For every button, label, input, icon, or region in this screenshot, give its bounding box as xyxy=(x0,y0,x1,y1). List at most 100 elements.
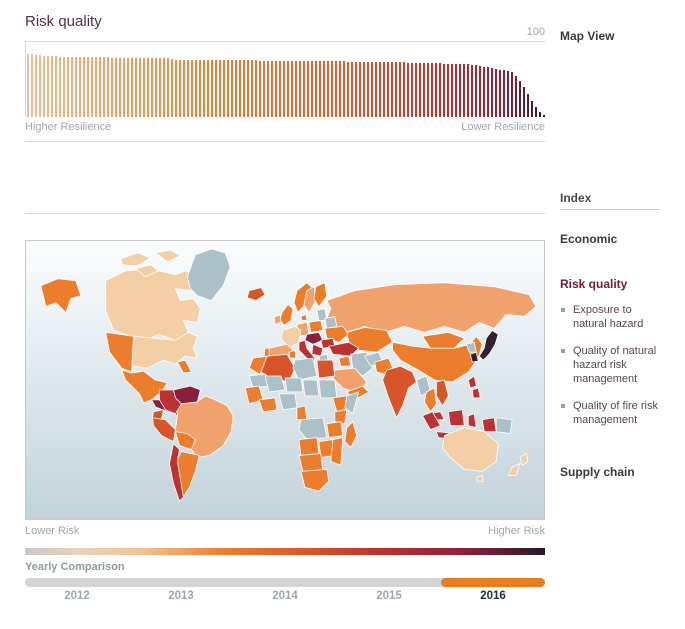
resilience-bar[interactable] xyxy=(295,60,297,117)
resilience-bar[interactable] xyxy=(307,61,309,117)
resilience-bar[interactable] xyxy=(539,111,541,117)
resilience-bar[interactable] xyxy=(531,100,533,117)
sidebar-item-economic[interactable]: Economic xyxy=(560,232,618,246)
resilience-bar[interactable] xyxy=(419,62,421,117)
map-region-tanzania[interactable] xyxy=(326,421,344,438)
map-region-peru[interactable] xyxy=(152,417,176,442)
map-region-kenya[interactable] xyxy=(334,409,348,425)
resilience-bar[interactable] xyxy=(151,58,153,117)
resilience-bar[interactable] xyxy=(291,60,293,117)
resilience-bar[interactable] xyxy=(119,57,121,117)
resilience-bar[interactable] xyxy=(51,56,53,117)
resilience-bar[interactable] xyxy=(127,57,129,117)
sidebar-item-risk-quality[interactable]: Risk quality xyxy=(560,277,628,291)
timeline-segment-2013[interactable] xyxy=(129,578,233,587)
resilience-bar[interactable] xyxy=(427,63,429,117)
map-region-iraq[interactable] xyxy=(338,355,352,367)
yearly-comparison-slider[interactable] xyxy=(25,578,545,587)
map-region-south-korea[interactable] xyxy=(469,351,479,363)
resilience-bar[interactable] xyxy=(535,106,537,117)
map-region-turkey[interactable] xyxy=(328,341,360,357)
map-region-egypt[interactable] xyxy=(316,359,336,379)
map-region-south-africa[interactable] xyxy=(300,468,330,492)
resilience-bar[interactable] xyxy=(507,71,509,117)
resilience-bar[interactable] xyxy=(75,56,77,117)
resilience-bar[interactable] xyxy=(31,54,33,117)
resilience-bar[interactable] xyxy=(491,68,493,117)
resilience-bar[interactable] xyxy=(303,61,305,117)
resilience-bar[interactable] xyxy=(371,61,373,117)
resilience-bar[interactable] xyxy=(87,57,89,117)
map-region-chad[interactable] xyxy=(302,379,320,397)
map-region-finland[interactable] xyxy=(313,282,328,307)
resilience-bar[interactable] xyxy=(83,57,85,117)
resilience-bar[interactable] xyxy=(391,62,393,117)
resilience-bar[interactable] xyxy=(387,61,389,117)
resilience-bars[interactable] xyxy=(27,42,545,117)
year-label-2016[interactable]: 2016 xyxy=(480,590,506,602)
map-region-papua-new-guinea[interactable] xyxy=(495,417,513,435)
map-region-poland[interactable] xyxy=(308,320,324,333)
resilience-bar[interactable] xyxy=(111,57,113,117)
resilience-bar[interactable] xyxy=(495,68,497,117)
resilience-bar[interactable] xyxy=(215,59,217,117)
resilience-bar[interactable] xyxy=(335,61,337,117)
map-region-somalia[interactable] xyxy=(344,391,360,415)
resilience-bar[interactable] xyxy=(319,61,321,117)
resilience-bar[interactable] xyxy=(183,59,185,117)
resilience-bar[interactable] xyxy=(287,60,289,117)
resilience-bar[interactable] xyxy=(467,64,469,117)
resilience-bar[interactable] xyxy=(451,63,453,117)
resilience-bar[interactable] xyxy=(35,54,37,117)
resilience-bar[interactable] xyxy=(95,57,97,117)
map-region-niger[interactable] xyxy=(284,377,304,393)
resilience-bar[interactable] xyxy=(247,60,249,117)
resilience-bar[interactable] xyxy=(367,61,369,117)
resilience-bar[interactable] xyxy=(483,66,485,117)
resilience-bar[interactable] xyxy=(407,62,409,117)
resilience-bar[interactable] xyxy=(239,60,241,117)
map-region-belarus[interactable] xyxy=(324,316,338,329)
resilience-bar[interactable] xyxy=(447,63,449,117)
map-region-tasmania[interactable] xyxy=(475,474,484,482)
resilience-bar[interactable] xyxy=(375,61,377,117)
resilience-bar[interactable] xyxy=(299,60,301,117)
map-region-libya[interactable] xyxy=(292,357,318,381)
map-region-central-europe[interactable] xyxy=(304,331,324,345)
map-region-canada[interactable] xyxy=(105,268,201,341)
resilience-bar[interactable] xyxy=(347,61,349,117)
year-label-2013[interactable]: 2013 xyxy=(168,590,194,602)
resilience-bar[interactable] xyxy=(115,57,117,117)
resilience-bar[interactable] xyxy=(379,61,381,117)
resilience-bar[interactable] xyxy=(231,60,233,117)
resilience-bar[interactable] xyxy=(459,64,461,117)
map-region-bolivia[interactable] xyxy=(175,431,196,450)
resilience-bar[interactable] xyxy=(55,56,57,117)
map-region-sumatra[interactable] xyxy=(422,411,441,431)
resilience-bar[interactable] xyxy=(63,56,65,117)
timeline-segment-2016[interactable] xyxy=(441,578,545,587)
resilience-bar[interactable] xyxy=(331,61,333,117)
resilience-bar[interactable] xyxy=(383,61,385,117)
resilience-bar[interactable] xyxy=(527,93,529,117)
map-region-australia[interactable] xyxy=(441,427,499,472)
resilience-bar[interactable] xyxy=(159,58,161,117)
resilience-bar[interactable] xyxy=(195,59,197,117)
timeline-segment-2015[interactable] xyxy=(337,578,441,587)
resilience-bar[interactable] xyxy=(543,115,545,117)
map-region-india[interactable] xyxy=(382,365,417,419)
map-region-mongolia[interactable] xyxy=(422,331,465,349)
resilience-bar[interactable] xyxy=(99,57,101,117)
resilience-bar[interactable] xyxy=(235,60,237,117)
resilience-bar[interactable] xyxy=(311,61,313,117)
year-label-2014[interactable]: 2014 xyxy=(272,590,298,602)
resilience-bar[interactable] xyxy=(411,62,413,117)
resilience-bar[interactable] xyxy=(155,58,157,117)
resilience-bar[interactable] xyxy=(223,60,225,117)
resilience-bar[interactable] xyxy=(423,62,425,117)
resilience-bar[interactable] xyxy=(355,61,357,117)
resilience-bar[interactable] xyxy=(71,56,73,117)
resilience-bar[interactable] xyxy=(27,54,29,117)
resilience-bar[interactable] xyxy=(79,57,81,117)
map-region-ireland[interactable] xyxy=(273,314,282,325)
